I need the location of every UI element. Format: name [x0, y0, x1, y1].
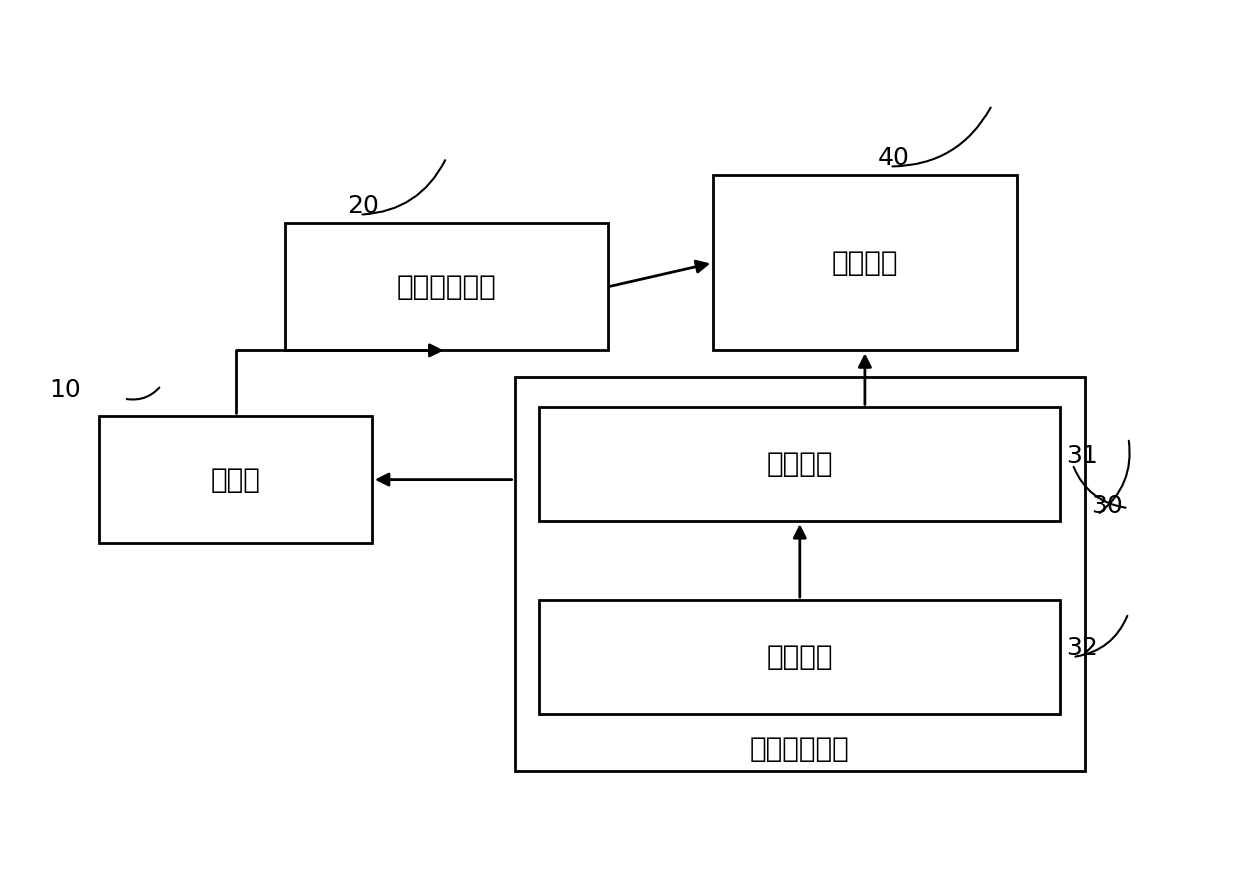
Text: 32: 32 — [1066, 636, 1099, 661]
Text: 40: 40 — [878, 145, 909, 170]
Text: 20: 20 — [347, 194, 379, 218]
Text: 30: 30 — [1091, 494, 1123, 518]
FancyBboxPatch shape — [713, 175, 1017, 350]
FancyArrowPatch shape — [893, 108, 991, 166]
FancyArrowPatch shape — [126, 387, 160, 399]
FancyBboxPatch shape — [515, 377, 1085, 771]
FancyBboxPatch shape — [99, 416, 372, 543]
Text: 采样模块: 采样模块 — [766, 450, 833, 478]
FancyArrowPatch shape — [362, 160, 445, 215]
FancyArrowPatch shape — [1075, 616, 1127, 657]
FancyBboxPatch shape — [539, 407, 1060, 521]
Text: 电流检测单元: 电流检测单元 — [750, 735, 849, 763]
Text: 控制器: 控制器 — [211, 466, 260, 493]
Text: 交流风机: 交流风机 — [832, 249, 898, 277]
FancyArrowPatch shape — [1074, 467, 1126, 508]
FancyArrowPatch shape — [1100, 441, 1130, 513]
FancyBboxPatch shape — [539, 600, 1060, 714]
Text: 31: 31 — [1066, 443, 1099, 468]
Text: 10: 10 — [50, 378, 82, 402]
Text: 转换模块: 转换模块 — [766, 643, 833, 671]
Text: 风机驱动单元: 风机驱动单元 — [397, 273, 496, 300]
FancyBboxPatch shape — [285, 223, 608, 350]
